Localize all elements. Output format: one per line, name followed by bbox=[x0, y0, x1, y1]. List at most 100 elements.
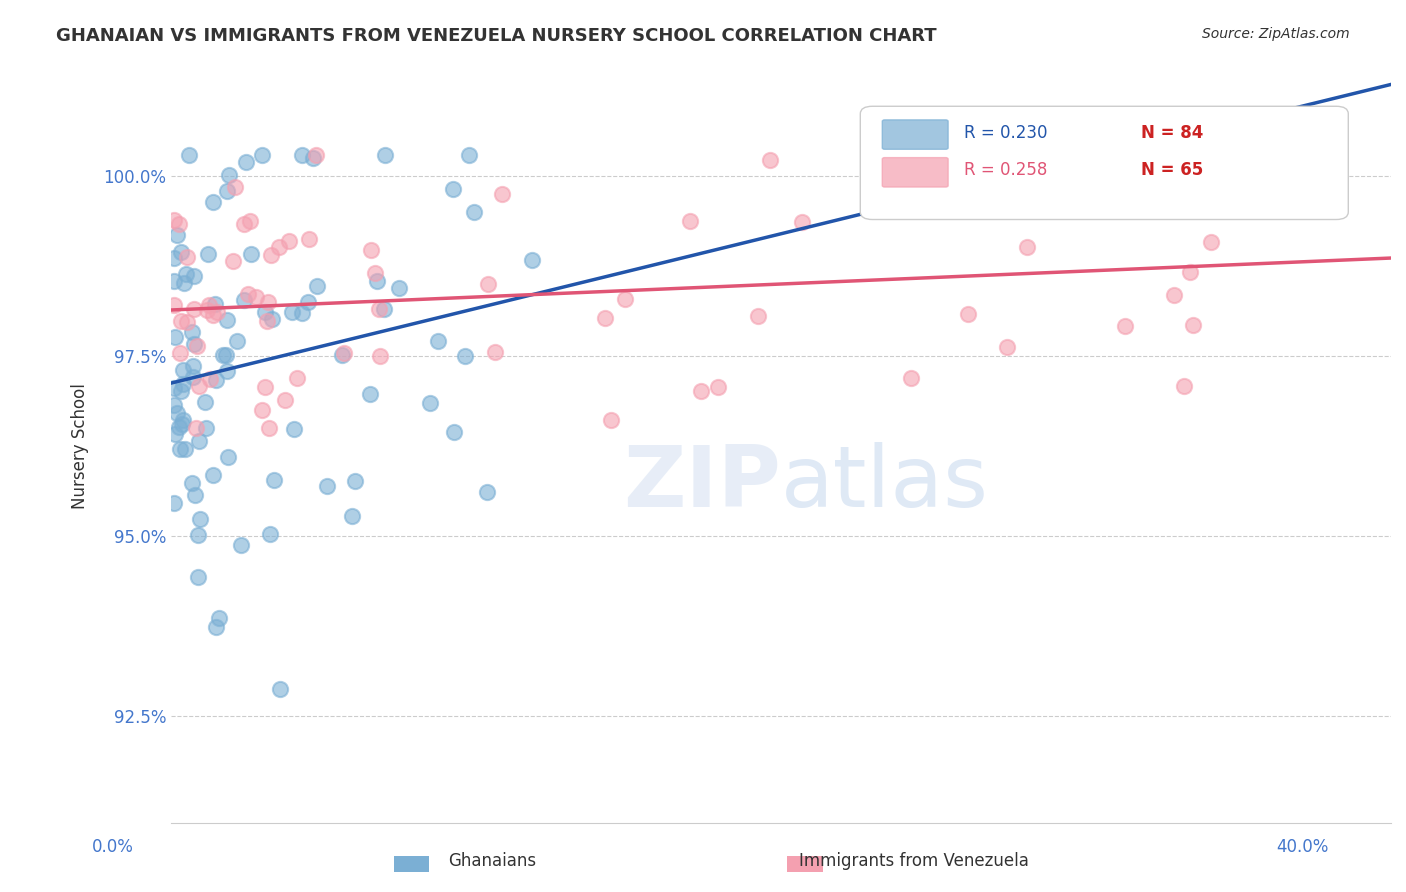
Immigrants from Venezuela bbox=[163, 298, 186, 312]
Ghanaians bbox=[163, 398, 186, 412]
Immigrants from Venezuela bbox=[305, 148, 328, 162]
Ghanaians bbox=[197, 247, 219, 261]
Ghanaians bbox=[194, 395, 217, 409]
Y-axis label: Nursery School: Nursery School bbox=[72, 383, 89, 509]
Ghanaians bbox=[165, 427, 187, 442]
Immigrants from Venezuela bbox=[201, 309, 224, 323]
Immigrants from Venezuela bbox=[232, 217, 254, 231]
Immigrants from Venezuela bbox=[1015, 240, 1038, 254]
Ghanaians bbox=[291, 306, 314, 320]
Ghanaians bbox=[215, 313, 238, 327]
Ghanaians bbox=[359, 387, 381, 401]
Immigrants from Venezuela bbox=[198, 298, 221, 312]
Immigrants from Venezuela bbox=[957, 307, 980, 321]
Ghanaians bbox=[183, 337, 205, 351]
Ghanaians bbox=[297, 294, 319, 309]
Immigrants from Venezuela bbox=[278, 234, 301, 248]
Ghanaians bbox=[169, 442, 191, 456]
Immigrants from Venezuela bbox=[183, 302, 205, 317]
Ghanaians bbox=[217, 450, 239, 465]
Immigrants from Venezuela bbox=[224, 180, 246, 194]
Immigrants from Venezuela bbox=[267, 240, 290, 254]
Immigrants from Venezuela bbox=[613, 292, 636, 306]
Immigrants from Venezuela bbox=[360, 244, 382, 258]
Immigrants from Venezuela bbox=[274, 393, 297, 408]
Immigrants from Venezuela bbox=[256, 314, 278, 328]
Ghanaians bbox=[173, 277, 195, 291]
Immigrants from Venezuela bbox=[259, 248, 281, 262]
Immigrants from Venezuela bbox=[239, 214, 262, 228]
Immigrants from Venezuela bbox=[477, 277, 499, 291]
Immigrants from Venezuela bbox=[758, 153, 780, 167]
Immigrants from Venezuela bbox=[900, 371, 922, 385]
Ghanaians bbox=[343, 474, 366, 488]
Text: atlas: atlas bbox=[780, 442, 988, 525]
Ghanaians bbox=[269, 681, 291, 696]
Ghanaians bbox=[163, 275, 186, 289]
Ghanaians bbox=[163, 496, 186, 510]
Immigrants from Venezuela bbox=[200, 372, 222, 386]
Ghanaians bbox=[263, 473, 285, 487]
Immigrants from Venezuela bbox=[188, 379, 211, 393]
Text: GHANAIAN VS IMMIGRANTS FROM VENEZUELA NURSERY SCHOOL CORRELATION CHART: GHANAIAN VS IMMIGRANTS FROM VENEZUELA NU… bbox=[56, 27, 936, 45]
Immigrants from Venezuela bbox=[186, 339, 208, 353]
Ghanaians bbox=[205, 620, 228, 634]
Immigrants from Venezuela bbox=[257, 421, 280, 435]
Ghanaians bbox=[211, 348, 233, 362]
Immigrants from Venezuela bbox=[163, 212, 186, 227]
Immigrants from Venezuela bbox=[236, 286, 259, 301]
Immigrants from Venezuela bbox=[491, 186, 513, 201]
Immigrants from Venezuela bbox=[167, 217, 190, 231]
Ghanaians bbox=[172, 362, 194, 376]
Ghanaians bbox=[250, 148, 273, 162]
Ghanaians bbox=[307, 278, 329, 293]
Ghanaians bbox=[260, 311, 283, 326]
Ghanaians bbox=[283, 422, 305, 436]
Text: N = 65: N = 65 bbox=[1140, 161, 1204, 179]
Ghanaians bbox=[374, 148, 396, 162]
Immigrants from Venezuela bbox=[689, 384, 711, 398]
Ghanaians bbox=[373, 301, 395, 316]
Text: R = 0.230: R = 0.230 bbox=[965, 124, 1047, 142]
Ghanaians bbox=[173, 442, 195, 456]
Ghanaians bbox=[184, 488, 207, 502]
Ghanaians bbox=[204, 297, 226, 311]
Ghanaians bbox=[172, 417, 194, 431]
FancyBboxPatch shape bbox=[882, 158, 948, 187]
Ghanaians bbox=[441, 182, 464, 196]
Ghanaians bbox=[174, 267, 197, 281]
FancyBboxPatch shape bbox=[860, 106, 1348, 219]
Ghanaians bbox=[419, 396, 441, 410]
Text: Source: ZipAtlas.com: Source: ZipAtlas.com bbox=[1202, 27, 1350, 41]
Ghanaians bbox=[167, 419, 190, 434]
Text: 0.0%: 0.0% bbox=[91, 838, 134, 856]
Immigrants from Venezuela bbox=[370, 349, 392, 363]
Ghanaians bbox=[170, 384, 193, 398]
Immigrants from Venezuela bbox=[1115, 148, 1137, 162]
Immigrants from Venezuela bbox=[1182, 318, 1205, 333]
Immigrants from Venezuela bbox=[747, 309, 769, 323]
Immigrants from Venezuela bbox=[176, 315, 198, 329]
Ghanaians bbox=[330, 348, 353, 362]
Immigrants from Venezuela bbox=[890, 148, 912, 162]
Immigrants from Venezuela bbox=[593, 310, 616, 325]
Immigrants from Venezuela bbox=[256, 294, 278, 309]
Immigrants from Venezuela bbox=[252, 403, 274, 417]
Ghanaians bbox=[453, 349, 475, 363]
Ghanaians bbox=[522, 253, 544, 268]
Ghanaians bbox=[163, 382, 186, 396]
Ghanaians bbox=[187, 528, 209, 542]
Ghanaians bbox=[218, 168, 240, 182]
Ghanaians bbox=[170, 244, 193, 259]
Text: ZIP: ZIP bbox=[623, 442, 780, 525]
Immigrants from Venezuela bbox=[298, 232, 321, 246]
Ghanaians bbox=[166, 228, 188, 243]
Ghanaians bbox=[163, 330, 186, 344]
Immigrants from Venezuela bbox=[706, 380, 728, 394]
Immigrants from Venezuela bbox=[184, 421, 207, 435]
Ghanaians bbox=[226, 334, 249, 348]
Immigrants from Venezuela bbox=[1114, 319, 1136, 334]
Ghanaians bbox=[342, 509, 364, 524]
Immigrants from Venezuela bbox=[1199, 235, 1222, 249]
Ghanaians bbox=[181, 370, 204, 384]
